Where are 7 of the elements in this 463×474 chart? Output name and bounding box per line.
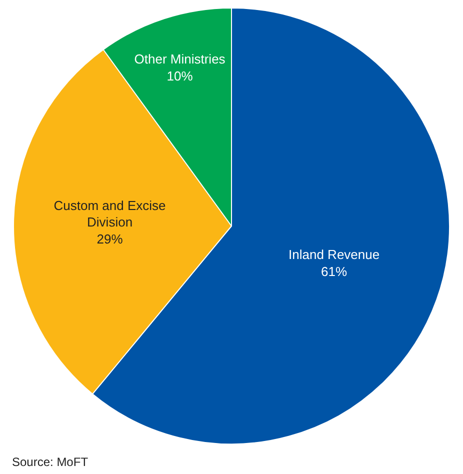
slice-label: Custom and Excise Division xyxy=(54,198,166,230)
source-note: Source: MoFT xyxy=(12,455,89,469)
data-label: 29% xyxy=(96,232,124,247)
data-label: 10% xyxy=(166,68,194,84)
slice-label: Other Ministries xyxy=(134,52,226,67)
data-label: 61% xyxy=(321,264,348,279)
slice-label: Inland Revenue xyxy=(288,246,380,262)
